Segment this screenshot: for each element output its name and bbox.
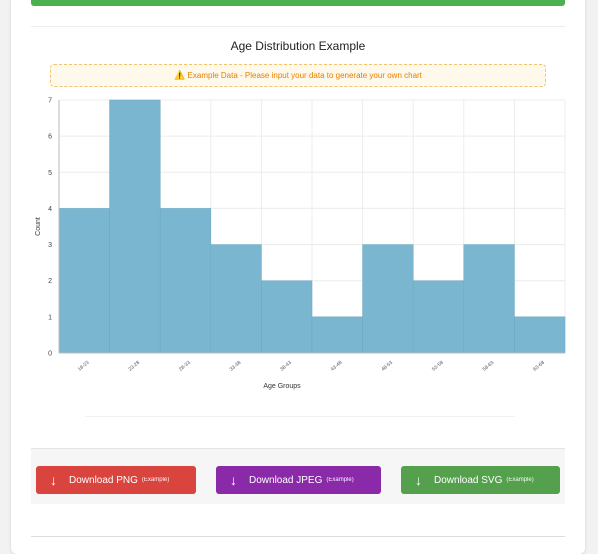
- download-arrow-icon: ↓: [230, 472, 237, 488]
- chart-title: Age Distribution Example: [230, 39, 366, 53]
- button-label: Download JPEG: [249, 474, 323, 486]
- bar[interactable]: [159, 208, 212, 354]
- bar[interactable]: [311, 316, 363, 354]
- x-tick-label: 28-33: [178, 360, 192, 373]
- x-tick-label: 58-63: [482, 360, 496, 373]
- histogram-chart: 0 1 2 3 4 5 6 7 18-23 23-28 28-33 33-38 38-43 43-48 4…: [35, 98, 566, 390]
- warning-icon: ⚠️: [174, 70, 186, 80]
- bar[interactable]: [412, 280, 465, 354]
- x-tick-label: 33-38: [229, 360, 243, 373]
- bar[interactable]: [362, 244, 414, 354]
- x-tick-label: 43-48: [330, 360, 344, 373]
- x-tick-label: 63-68: [532, 360, 546, 373]
- button-tag: (Example): [141, 477, 170, 483]
- y-tick-label: 0: [48, 351, 52, 358]
- download-svg-button[interactable]: ↓ Download SVG (Example): [401, 466, 560, 494]
- x-tick-label: 18-23: [77, 360, 91, 373]
- bar[interactable]: [58, 208, 110, 354]
- y-axis-label: Count: [35, 217, 42, 236]
- notice-text: Example Data - Please input your data to…: [187, 71, 422, 80]
- y-tick-label: 6: [48, 134, 52, 141]
- bar[interactable]: [514, 316, 566, 354]
- bar[interactable]: [261, 280, 313, 354]
- x-tick-label: 48-53: [380, 360, 394, 373]
- example-data-notice: ⚠️ Example Data - Please input your data…: [50, 64, 546, 87]
- button-tag: (Example): [506, 477, 534, 483]
- y-tick-label: 3: [48, 242, 52, 249]
- download-jpeg-button[interactable]: ↓ Download JPEG (Example): [216, 466, 381, 494]
- divider: [85, 416, 515, 417]
- x-axis-label: Age Groups: [263, 383, 301, 390]
- button-label: Download PNG: [69, 474, 138, 486]
- download-png-button[interactable]: ↓ Download PNG (Example): [36, 466, 196, 494]
- download-arrow-icon: ↓: [50, 472, 57, 488]
- y-tick-label: 5: [48, 170, 52, 177]
- bar[interactable]: [109, 99, 161, 354]
- y-tick-label: 1: [48, 314, 52, 321]
- x-tick-label: 23-28: [127, 360, 141, 373]
- x-tick-label: 38-43: [279, 360, 293, 373]
- divider: [31, 536, 565, 537]
- bar[interactable]: [463, 244, 515, 354]
- x-tick-label: 53-58: [431, 360, 445, 373]
- download-arrow-icon: ↓: [415, 472, 422, 488]
- y-tick-label: 2: [48, 278, 52, 285]
- bar[interactable]: [210, 244, 262, 354]
- divider: [31, 26, 565, 27]
- y-tick-label: 4: [48, 206, 52, 213]
- button-label: Download SVG: [434, 474, 503, 486]
- generate-button-edge[interactable]: [31, 0, 565, 6]
- button-tag: (Example): [326, 477, 354, 483]
- y-tick-label: 7: [48, 98, 52, 105]
